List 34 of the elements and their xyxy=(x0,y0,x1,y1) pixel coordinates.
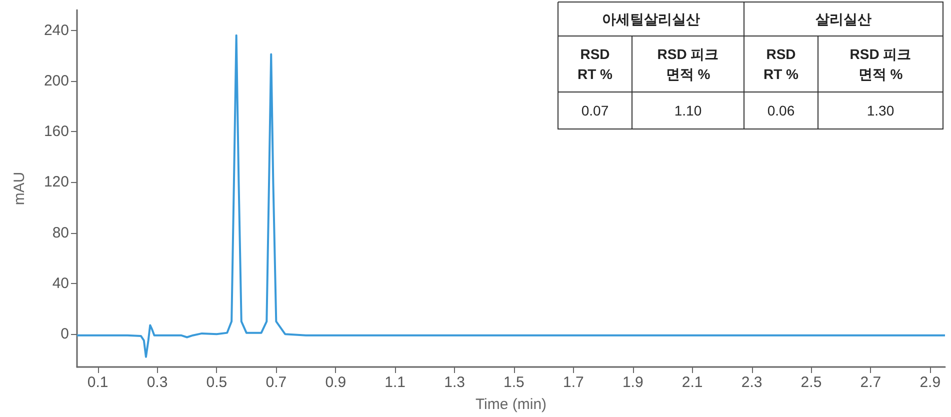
annotation: 아세틸살리실산 xyxy=(602,11,700,27)
x-tick-label: 0.5 xyxy=(206,374,228,391)
y-tick-label: 80 xyxy=(52,224,69,242)
x-tick-label: 2.1 xyxy=(682,374,703,391)
annotation: 1.10 xyxy=(674,102,702,118)
y-tick-label: 200 xyxy=(44,72,69,90)
x-tick-label: 0.7 xyxy=(266,374,287,391)
x-tick-label: 1.7 xyxy=(562,374,584,391)
y-tick-label: 160 xyxy=(44,123,69,140)
annotation: 살리실산 xyxy=(816,11,872,27)
y-tick-label: 120 xyxy=(44,174,69,191)
annotation: 1.30 xyxy=(866,102,894,118)
x-tick-label: 0.9 xyxy=(325,374,346,391)
y-axis-title: mAU xyxy=(11,172,28,206)
x-tick-label: 2.9 xyxy=(920,374,941,391)
x-tick-label: 2.7 xyxy=(860,374,882,391)
x-tick-label: 1.1 xyxy=(384,374,406,391)
y-tick-label: 0 xyxy=(60,326,69,343)
y-tick-label: 240 xyxy=(44,22,69,39)
x-tick-label: 1.5 xyxy=(504,374,524,391)
x-tick-label: 2.3 xyxy=(741,374,762,391)
x-tick-label: 0.3 xyxy=(146,374,168,391)
x-tick-label: 1.9 xyxy=(622,374,644,391)
annotation: RSD 피크 면적 % xyxy=(657,46,719,82)
x-tick-label: 0.1 xyxy=(87,374,108,391)
annotation: RSD RT % xyxy=(764,46,800,82)
x-tick-label: 2.5 xyxy=(800,374,822,391)
annotation: 0.06 xyxy=(767,102,795,118)
x-tick-label: 1.3 xyxy=(444,374,465,391)
y-tick-label: 40 xyxy=(52,274,69,292)
annotation: RSD RT % xyxy=(578,46,614,82)
annotation: 0.07 xyxy=(581,102,609,118)
x-axis-title: Time (min) xyxy=(475,396,547,413)
annotation: RSD 피크 면적 % xyxy=(850,46,912,82)
